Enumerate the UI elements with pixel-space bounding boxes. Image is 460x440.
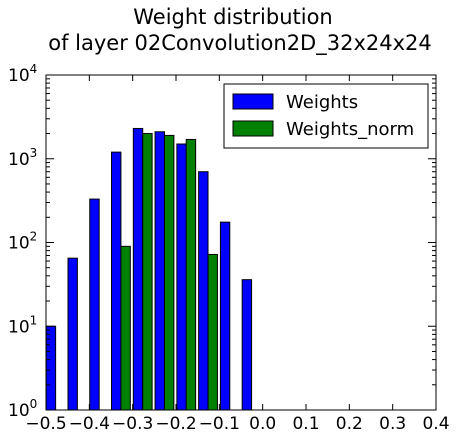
chart-title-line-2: of layer 02Convolution2D_32x24x24 [48, 31, 432, 56]
bar-weights-6 [176, 143, 187, 411]
legend-swatch-weights [232, 93, 274, 110]
bar-weights-4 [132, 127, 144, 411]
chart-title-line-1: Weight distribution [133, 5, 333, 29]
legend-label-weights-norm: Weights_norm [286, 119, 414, 140]
plot-area-frame [45, 74, 437, 411]
y-tick-label-1: 101 [8, 313, 37, 337]
x-tick-label-0: −0.5 [25, 414, 66, 434]
x-tick-label-8: 0.3 [379, 414, 406, 434]
bar-weights-8 [219, 221, 231, 411]
y-tick-label-4: 104 [8, 62, 37, 86]
x-tick-label-1: −0.4 [69, 414, 110, 434]
bar-weights-9 [241, 279, 253, 411]
x-tick-label-7: 0.2 [336, 414, 363, 434]
legend-swatch-weights-norm [232, 120, 274, 137]
bar-weights-norm-7 [207, 253, 218, 411]
bar-weights-norm-4 [142, 133, 153, 411]
x-tick-label-5: 0.0 [249, 414, 276, 434]
legend-label-weights: Weights [286, 92, 358, 113]
bar-weights-7 [198, 171, 209, 411]
x-tick-label-2: −0.3 [112, 414, 153, 434]
x-tick-label-3: −0.2 [155, 414, 196, 434]
bar-weights-norm-6 [185, 138, 197, 411]
x-tick-label-9: 0.4 [422, 414, 449, 434]
legend: Weights Weights_norm [223, 83, 429, 149]
bar-weights-norm-5 [163, 134, 175, 411]
bar-weights-2 [89, 198, 100, 411]
ticks-layer: −0.5 −0.4 −0.3 −0.2 −0.1 0.0 0.1 0.2 0.3 0.4 100 10… [8, 62, 450, 434]
y-tick-label-0: 100 [8, 397, 37, 421]
bar-weights-5 [154, 131, 165, 411]
x-tick-label-6: 0.1 [292, 414, 319, 434]
y-tick-label-2: 102 [8, 230, 37, 254]
bar-weights-3 [111, 151, 122, 411]
bar-weights-norm-3 [120, 245, 131, 411]
x-tick-label-4: −0.1 [199, 414, 240, 434]
bar-weights-1 [67, 257, 78, 411]
y-tick-label-3: 103 [8, 146, 37, 170]
